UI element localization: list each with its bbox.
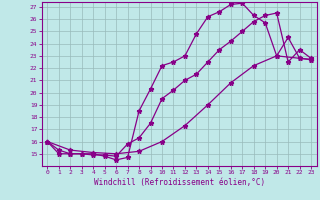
X-axis label: Windchill (Refroidissement éolien,°C): Windchill (Refroidissement éolien,°C) bbox=[94, 178, 265, 187]
